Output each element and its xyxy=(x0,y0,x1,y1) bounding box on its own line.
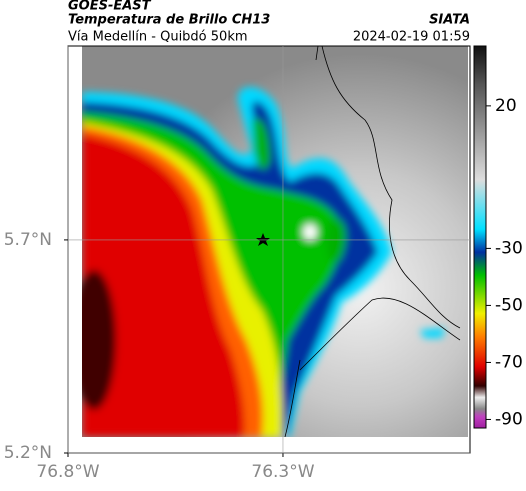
x-tick-label: 76.3°W xyxy=(251,462,314,482)
colorbar-tick-label: -30 xyxy=(495,238,523,258)
colorbar-tick-label: -50 xyxy=(495,295,523,315)
source: SIATA xyxy=(429,13,470,28)
route: Vía Medellín - Quibdó 50km xyxy=(68,30,248,45)
timestamp: 2024-02-19 01:59 xyxy=(353,30,470,45)
y-tick-label: 5.2°N xyxy=(4,443,52,463)
x-tick-label: 76.8°W xyxy=(36,462,99,482)
location-star xyxy=(256,233,270,246)
imagery xyxy=(82,46,468,437)
y-tick-label: 5.7°N xyxy=(4,230,52,250)
product: Temperatura de Brillo CH13 xyxy=(68,13,270,28)
colorbar xyxy=(473,45,487,429)
colorbar-tick-label: 20 xyxy=(495,96,517,116)
satellite: GOES-EAST xyxy=(68,0,152,14)
colorbar-tick-label: -70 xyxy=(495,352,523,372)
colorbar-tick-label: -90 xyxy=(495,409,523,429)
